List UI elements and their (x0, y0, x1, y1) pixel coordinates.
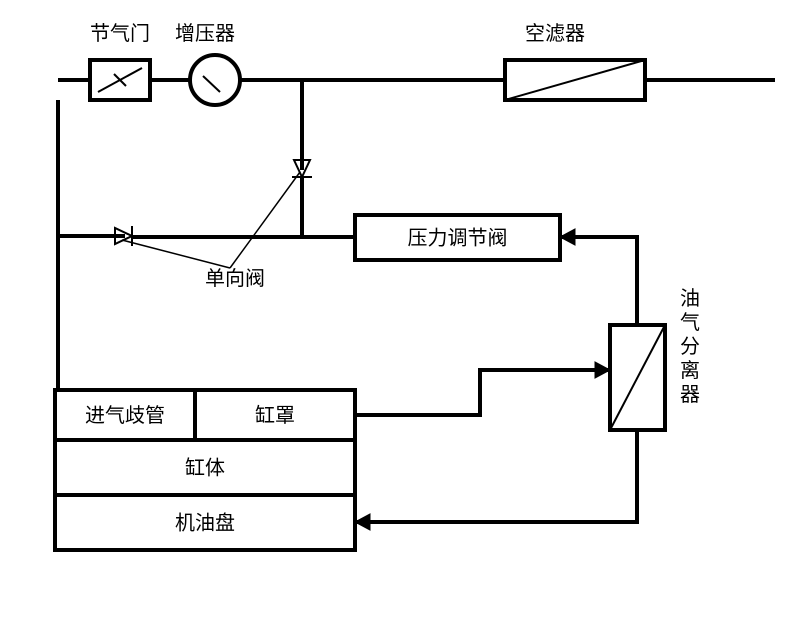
throttle-label: 节气门 (90, 22, 150, 45)
intake-manifold-label: 进气歧管 (85, 404, 165, 427)
oil-gas-separator-label-char-0: 油 (680, 287, 700, 310)
cylinder-body-label: 缸体 (185, 457, 225, 480)
air-filter-label: 空滤器 (525, 22, 585, 45)
cylinder-cover-label: 缸罩 (255, 404, 295, 427)
oil-gas-separator-label-char-2: 分 (680, 335, 700, 358)
compressor-label: 增压器 (175, 22, 235, 45)
oil-gas-separator-label-char-4: 器 (680, 384, 700, 406)
oil-pan-label: 机油盘 (175, 512, 235, 535)
crankcase-ventilation-diagram: 压力调节阀进气歧管 缸罩缸体机油盘 节气门 增压器 空滤器单向阀油气分离器 (0, 0, 800, 623)
oil-gas-separator-label-char-1: 气 (680, 311, 700, 334)
pressure-valve-label: 压力调节阀 (408, 227, 508, 250)
oil-gas-separator-label-char-3: 离 (680, 359, 700, 382)
check-valve-label: 单向阀 (205, 267, 265, 290)
